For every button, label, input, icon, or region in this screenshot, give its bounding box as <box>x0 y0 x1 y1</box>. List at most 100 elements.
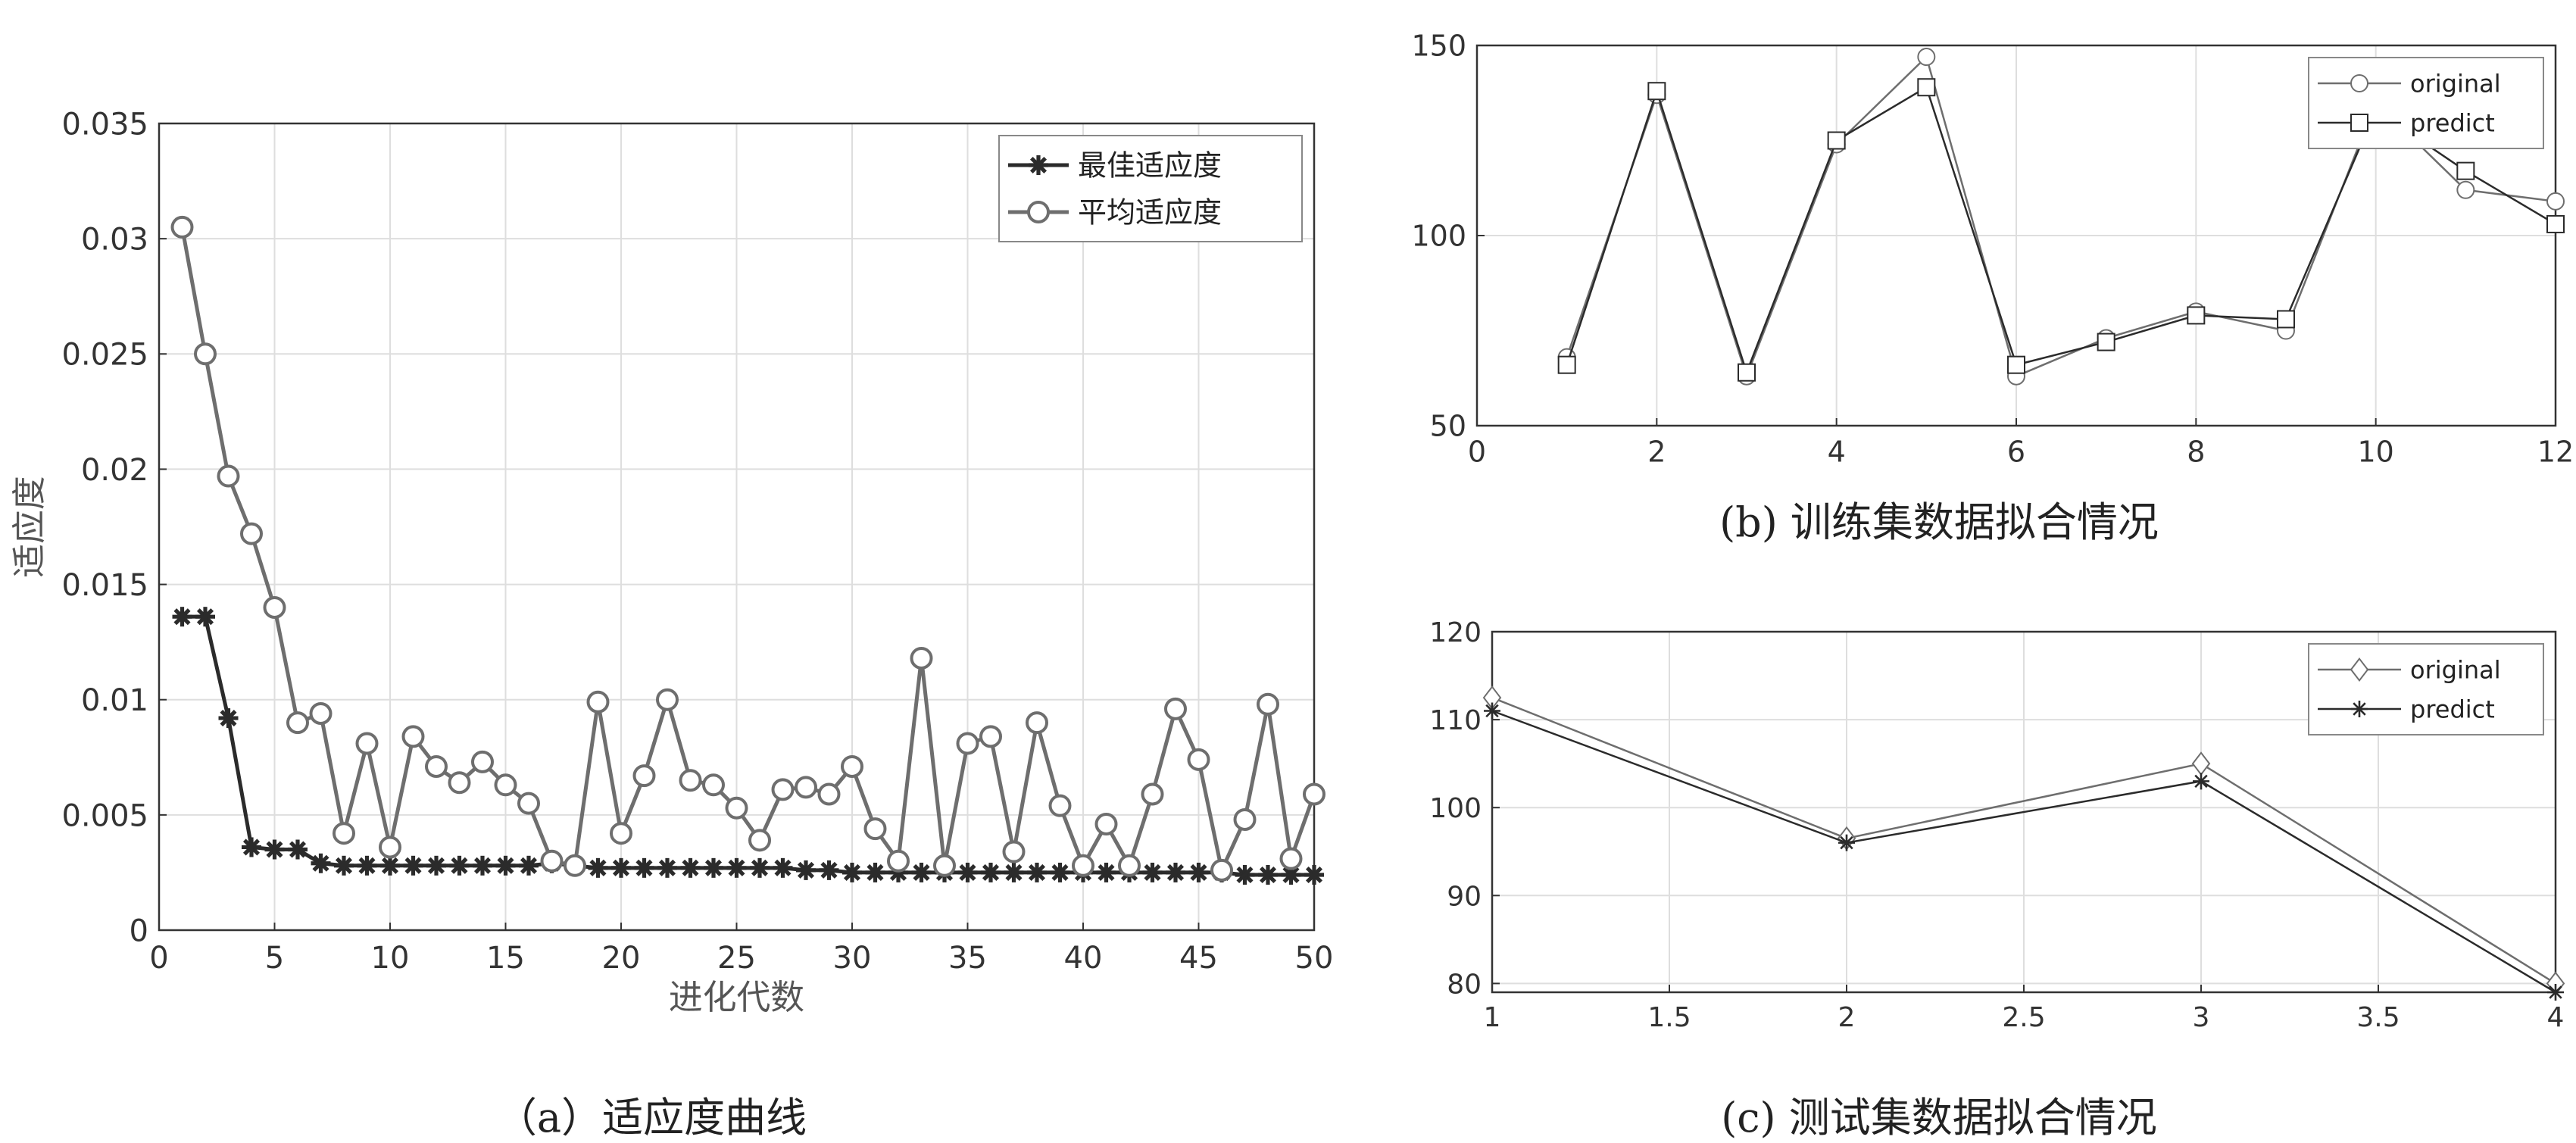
x-tick-label: 2.5 <box>2002 1002 2045 1033</box>
y-tick-label: 120 <box>1429 617 1482 648</box>
data-point <box>195 607 215 627</box>
data-point-stroke <box>497 857 514 874</box>
chart-test-fit: 1 1.5 2 2.5 3 3.5 4 80 90 100 110 120 original predic… <box>1429 617 2565 1033</box>
legend-swatch-marker <box>2350 657 2369 682</box>
data-point <box>471 750 494 773</box>
data-point-stroke <box>1840 835 1853 850</box>
x-tick-label: 8 <box>2187 436 2205 469</box>
data-point <box>1258 864 1278 885</box>
y-tick-label: 0.035 <box>61 107 148 142</box>
y-tick-label: 0.025 <box>61 338 148 373</box>
legend-swatch-marker-stroke <box>1029 156 1048 174</box>
x-tick-label: 0 <box>1468 436 1486 469</box>
data-point-stroke <box>774 859 792 876</box>
data-point-stroke <box>404 857 422 874</box>
data-point-stroke <box>289 841 307 858</box>
x-tick-label: 30 <box>833 941 872 976</box>
data-point <box>1048 794 1072 817</box>
data-point <box>426 855 446 876</box>
data-point-stroke <box>1144 863 1161 881</box>
data-point <box>933 854 956 877</box>
legend-label: predict <box>2410 695 2495 724</box>
data-point-stroke <box>1005 863 1023 881</box>
chart-fitness-curve: 0 5 10 15 20 25 30 35 40 45 50 0 0.005 0.01 0.015 0.02 0… <box>9 107 1333 1017</box>
data-point <box>842 862 862 882</box>
data-point <box>910 646 933 670</box>
data-point <box>610 822 632 845</box>
data-point-stroke <box>751 859 769 876</box>
data-point <box>264 839 285 860</box>
data-point <box>1072 854 1094 877</box>
data-point-stroke <box>196 608 214 626</box>
data-point-stroke <box>1028 863 1046 881</box>
data-point <box>1233 807 1257 831</box>
data-point <box>656 688 679 711</box>
data-point-stroke <box>473 857 492 874</box>
data-point-stroke <box>589 859 607 876</box>
data-point <box>2547 984 2564 1001</box>
data-point <box>679 769 702 792</box>
data-point <box>979 725 1002 748</box>
data-point <box>795 776 817 799</box>
data-point <box>519 855 539 876</box>
x-tick-label: 4 <box>1828 436 1846 469</box>
data-point-stroke <box>982 863 1000 881</box>
data-point <box>357 855 377 876</box>
data-point <box>1002 840 1026 863</box>
data-point-stroke <box>335 857 353 874</box>
x-tick-label: 45 <box>1179 941 1218 976</box>
data-point <box>2097 333 2115 351</box>
data-point-stroke <box>704 859 723 876</box>
data-point <box>2277 310 2295 329</box>
data-point-stroke <box>2549 985 2562 999</box>
data-point <box>1096 862 1116 882</box>
data-point-stroke <box>1098 863 1115 881</box>
legend-label: original <box>2410 70 2501 98</box>
data-point <box>425 754 448 778</box>
data-point-stroke <box>682 859 699 876</box>
data-point <box>194 342 217 366</box>
data-point <box>564 854 586 877</box>
data-point <box>588 857 608 878</box>
data-point <box>2546 192 2565 211</box>
data-point <box>1279 847 1303 870</box>
data-point-stroke <box>312 854 329 872</box>
data-point <box>981 862 1001 882</box>
legend-swatch-marker <box>2351 701 2368 717</box>
x-tick-label: 3.5 <box>2356 1002 2400 1033</box>
data-point <box>448 771 471 795</box>
data-point <box>1304 864 1324 885</box>
x-tick-label: 2 <box>1838 1002 1856 1033</box>
y-tick-label: 0.015 <box>61 568 148 603</box>
data-point <box>288 839 308 860</box>
data-point <box>1827 131 1846 150</box>
y-tick-label: 100 <box>1429 793 1482 824</box>
series-line <box>1491 696 2556 985</box>
data-point <box>632 764 656 788</box>
data-point <box>704 857 723 878</box>
data-point <box>657 857 677 878</box>
data-point <box>333 822 355 845</box>
data-point <box>726 857 747 878</box>
x-tick-label: 4 <box>2547 1002 2565 1033</box>
legend-swatch-marker <box>1027 201 1050 223</box>
legend-box <box>2308 57 2544 149</box>
x-tick-label: 12 <box>2537 436 2574 469</box>
data-point <box>1484 702 1500 720</box>
data-point <box>819 860 839 880</box>
data-point <box>1647 82 1666 101</box>
y-tick-label: 0.03 <box>81 223 148 258</box>
x-tick-label: 1.5 <box>1647 1002 1691 1033</box>
y-tick-label: 0 <box>130 913 148 948</box>
series-1 <box>170 215 1325 882</box>
data-point <box>1166 862 1185 882</box>
data-point-stroke <box>797 861 815 879</box>
y-tick-label: 100 <box>1411 220 1466 253</box>
legend-label: predict <box>2410 109 2495 138</box>
data-point <box>2546 214 2565 233</box>
data-point <box>1257 692 1279 716</box>
data-point <box>403 855 423 876</box>
data-point-stroke <box>1166 863 1185 881</box>
x-tick-label: 10 <box>371 941 410 976</box>
